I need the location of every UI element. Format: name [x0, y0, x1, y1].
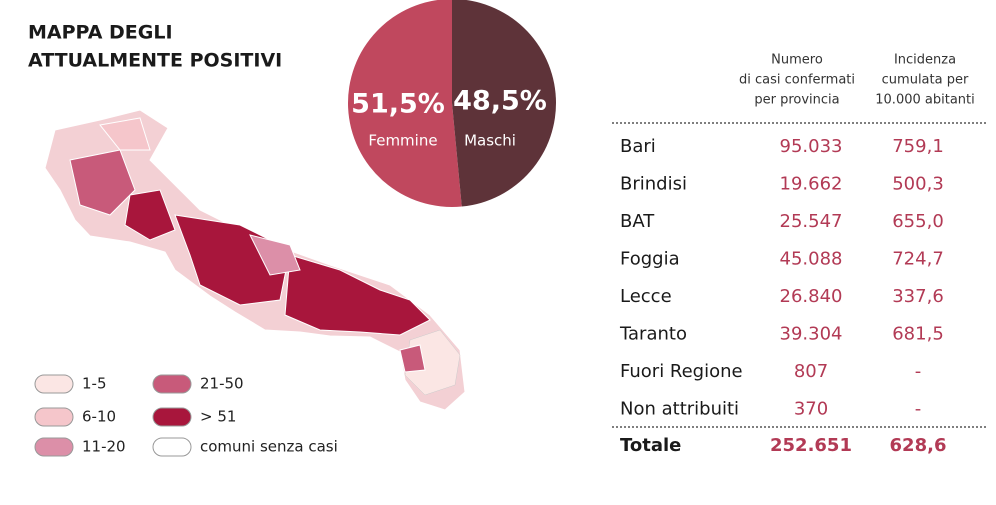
legend-label: comuni senza casi	[200, 438, 338, 456]
cell-value: -	[915, 399, 922, 420]
header-text: di casi confermati	[739, 73, 855, 88]
header-text: 10.000 abitanti	[875, 93, 974, 108]
legend-swatch	[152, 374, 192, 394]
cell-value: 500,3	[892, 174, 944, 195]
cell-value: 724,7	[892, 249, 944, 270]
legend-label: 1-5	[82, 375, 107, 393]
table: Bari 95.033 759,1 Brindisi 19.662 500,3 BAT 25.…	[619, 136, 946, 456]
row-name: Lecce	[620, 286, 672, 307]
cell-value: 681,5	[892, 324, 944, 345]
cell-value: 337,6	[892, 286, 944, 307]
title-line: MAPPA DEGLI	[28, 22, 173, 44]
legend-label: > 51	[200, 408, 236, 426]
row-name: Non attribuiti	[620, 399, 739, 420]
row-name: BAT	[620, 211, 655, 232]
row-name: Fuori Regione	[620, 361, 743, 382]
row-name: Brindisi	[620, 174, 687, 195]
cell-value: 95.033	[780, 136, 843, 157]
header-text: Incidenza	[894, 53, 956, 68]
slice-value: 48,5%	[453, 86, 547, 117]
cell-value: 45.088	[780, 249, 843, 270]
row-name: Foggia	[620, 249, 680, 270]
legend-swatch	[152, 437, 192, 457]
cell-value: 807	[794, 361, 828, 382]
cell-value: -	[915, 361, 922, 382]
cell-value: 655,0	[892, 211, 944, 232]
cell-value: 370	[794, 399, 828, 420]
legend-label: 6-10	[82, 408, 116, 426]
legend: 1-5 6-10 11-20 21-50 > 51 comuni senza casi	[34, 374, 338, 457]
total-name: Totale	[620, 435, 681, 456]
total-value: 628,6	[890, 435, 947, 456]
slice-label: Maschi	[464, 132, 516, 150]
map	[44, 109, 466, 411]
legend-label: 21-50	[200, 375, 244, 393]
cell-value: 759,1	[892, 136, 944, 157]
cell-value: 25.547	[780, 211, 843, 232]
legend-label: 11-20	[82, 438, 126, 456]
legend-swatch	[34, 407, 74, 427]
pie-slice	[452, 0, 556, 207]
row-name: Taranto	[619, 324, 687, 345]
legend-swatch	[34, 374, 74, 394]
header-text: cumulata per	[882, 73, 969, 88]
header-text: Numero	[771, 53, 823, 68]
legend-swatch	[34, 437, 74, 457]
legend-swatch	[152, 407, 192, 427]
pie-chart: 51,5% Femmine 48,5% Maschi	[348, 0, 556, 207]
slice-label: Femmine	[368, 132, 437, 150]
slice-value: 51,5%	[351, 89, 445, 120]
cell-value: 26.840	[780, 286, 843, 307]
pie-slice	[348, 0, 462, 207]
cell-value: 39.304	[780, 324, 843, 345]
header-text: per provincia	[754, 93, 839, 108]
row-name: Bari	[620, 136, 656, 157]
cell-value: 19.662	[780, 174, 843, 195]
total-value: 252.651	[770, 435, 852, 456]
title-line: ATTUALMENTE POSITIVI	[28, 50, 282, 72]
